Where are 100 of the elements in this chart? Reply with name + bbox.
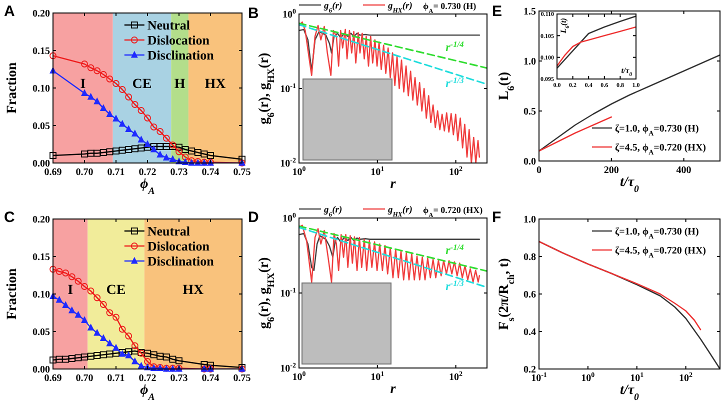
point [50, 266, 56, 273]
legend-label: g$_{6}$(r) [323, 2, 342, 14]
y-tick-label: 0.6 [524, 290, 536, 300]
point [94, 294, 101, 302]
x-axis-title: r [390, 177, 396, 192]
legend-label: ζ=1.0, ϕ$_{A}$=0.730 (H) [615, 226, 699, 240]
point [144, 144, 151, 151]
x-tick-label: 400 [676, 165, 692, 176]
series-label: r$^{-1/3}$ [446, 278, 464, 294]
x-tick-label: 200 [604, 165, 619, 176]
x-tick-label: 10$^{1}$ [370, 370, 385, 383]
x-tick-label: 0.75 [233, 167, 251, 178]
point [56, 356, 63, 363]
point [74, 354, 82, 362]
x-tick-label: 0.73 [170, 373, 188, 384]
point [156, 128, 164, 135]
point [50, 52, 56, 60]
point [156, 150, 164, 158]
annotation: ϕ$_{A}$= 0.720 (HX) [423, 205, 483, 218]
x-tick-label: 0.75 [233, 373, 251, 384]
x-axis-title: t/τ$_{0}$ [621, 66, 632, 78]
point [162, 354, 170, 360]
point [144, 350, 151, 357]
point [62, 270, 70, 276]
point [207, 152, 214, 159]
point [138, 362, 144, 369]
point [106, 350, 114, 358]
y-tick-label: 0.5 [524, 106, 536, 118]
point [112, 148, 120, 154]
legend-label: g$_{HX}$(r) [387, 206, 412, 218]
band-label: CE [106, 283, 126, 298]
point [62, 301, 69, 308]
point [112, 344, 120, 351]
series-label: r$^{-1/3}$ [446, 76, 464, 90]
point [74, 311, 82, 318]
x-tick-label: 0.73 [170, 167, 188, 178]
point [81, 316, 88, 324]
point [118, 146, 126, 154]
x-tick-label: 0.70 [76, 373, 94, 384]
point [106, 110, 113, 118]
x-axis-title: t/τ$_{0}$ [620, 175, 640, 194]
legend-label: Neutral [147, 224, 190, 238]
point [156, 143, 164, 150]
point [56, 296, 63, 303]
point [138, 144, 145, 152]
point [132, 358, 138, 364]
point [144, 140, 151, 148]
x-tick-label: 0.70 [76, 167, 94, 178]
point [100, 71, 107, 78]
point [87, 64, 94, 72]
x-axis-title: r [390, 382, 396, 397]
point [112, 350, 120, 357]
y-tick-label: 1.0 [524, 214, 536, 226]
legend-label: g$_{6}$(r) [323, 206, 342, 218]
x-tick-label: 10$^{1}$ [630, 371, 644, 384]
point [118, 326, 126, 333]
point [162, 143, 170, 150]
chart-title: B [248, 5, 259, 22]
point [94, 329, 100, 336]
point [87, 352, 94, 360]
y-tick-label: 0.4 [524, 327, 536, 338]
point [88, 93, 94, 100]
band-label: I [68, 283, 74, 298]
y-tick-label: 10$^{0}$ [282, 8, 296, 20]
point [68, 273, 76, 280]
legend-label: ζ=4.5, ϕ$_{A}$=0.720 (HX) [615, 246, 706, 260]
x-tick-label: 0.74 [202, 373, 220, 384]
point [100, 334, 107, 342]
point [176, 148, 182, 156]
y-tick-label: 10$^{0}$ [282, 212, 296, 224]
y-tick-label: 0.20 [32, 8, 50, 20]
legend-label: ζ=4.5, ϕ$_{A}$=0.720 (HX) [615, 142, 706, 156]
point [125, 352, 132, 358]
x-axis-title: ϕ$_{A}$ [140, 383, 156, 401]
point [132, 130, 138, 137]
point [81, 60, 88, 68]
point [125, 348, 132, 356]
point [182, 154, 189, 160]
x-tick-label: 10$^{0}$ [581, 371, 596, 384]
point [50, 152, 56, 159]
point [150, 124, 158, 130]
y-tick-label: 0.05 [32, 121, 50, 132]
point [150, 351, 158, 358]
point [106, 76, 114, 82]
y-tick-label: 1.5 [524, 6, 536, 18]
point [131, 348, 138, 354]
chart-title: A [4, 3, 15, 20]
point [112, 314, 120, 321]
y-tick-label: 0.00 [32, 158, 50, 170]
x-tick-label: 10$^{1}$ [370, 165, 385, 178]
y-tick-label: 0.00 [32, 364, 50, 376]
chart-title: E [492, 3, 502, 20]
point [100, 351, 107, 358]
point [125, 125, 132, 132]
point [94, 150, 101, 157]
point [68, 355, 76, 362]
y-tick-label: 0.10 [32, 290, 50, 300]
point [112, 114, 120, 122]
x-tick-label: 0.69 [44, 167, 62, 178]
point [131, 342, 138, 350]
